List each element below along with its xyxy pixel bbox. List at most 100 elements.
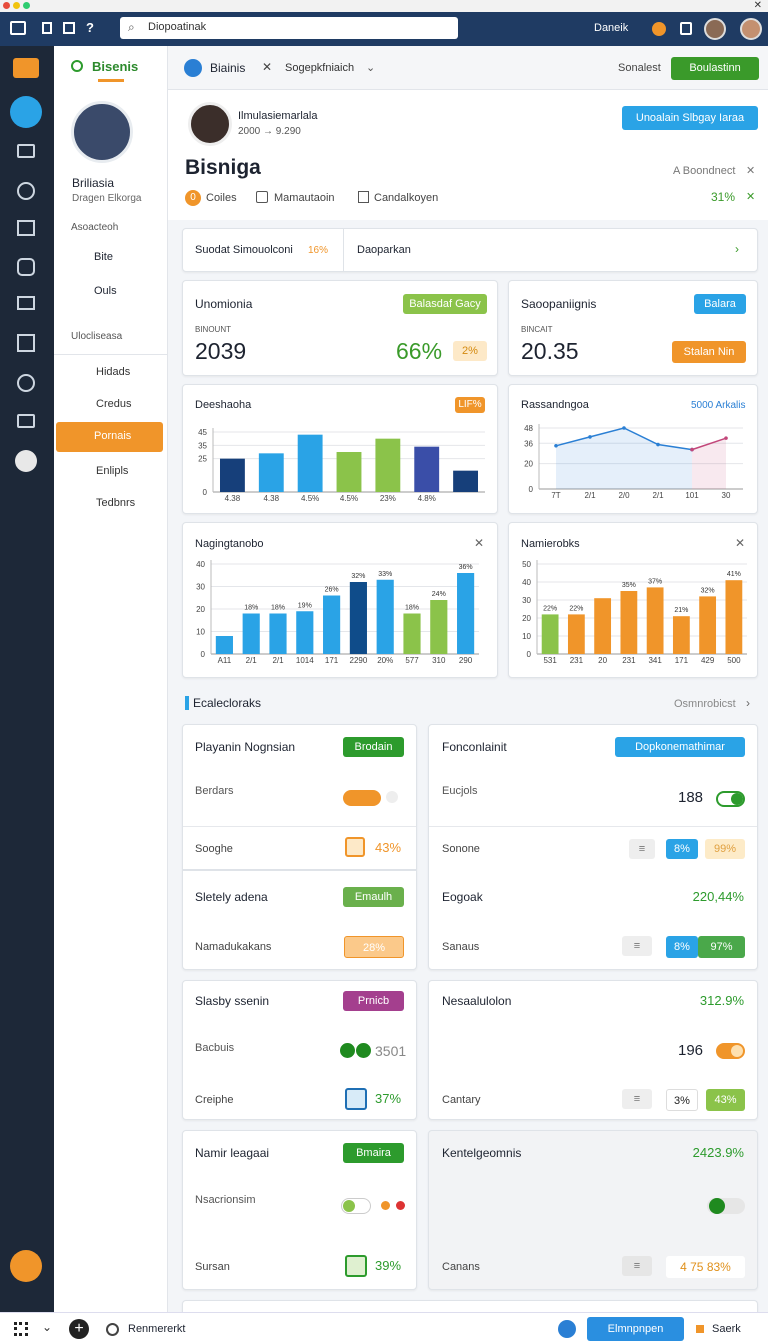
avatar[interactable] [704,18,726,40]
breadcrumb[interactable]: Sogepkfniaich [285,62,355,74]
notification-icon[interactable] [558,1320,576,1338]
rail-icon[interactable] [17,144,35,158]
close[interactable]: ✕ [746,191,756,203]
card-title: Namir leagaai [195,1146,270,1160]
toggle[interactable] [707,1198,745,1214]
close[interactable]: ✕ [474,536,485,550]
taskbar-label[interactable]: Renmererkt [128,1323,186,1335]
slider-knob[interactable] [386,791,398,803]
nav-item[interactable]: Ouls [94,285,117,297]
primary-button[interactable]: Boulastinn [671,57,759,80]
taskbar-button[interactable]: Elmnpnpen [587,1317,684,1341]
row-value: 37% [375,1091,402,1106]
brand-underline [98,79,124,82]
apps-icon[interactable] [14,1322,28,1336]
nav-item-active[interactable]: Pornais [56,422,163,452]
bar [297,434,323,492]
search-box[interactable]: ⌕ Diopoatinak [120,17,458,39]
checkbox[interactable] [358,191,369,203]
status-dot [340,1043,355,1058]
chevron[interactable]: ⌄ [42,1320,53,1334]
close[interactable]: ✕ [735,536,746,550]
toggle[interactable] [716,791,745,807]
status-dot [356,1043,371,1058]
x-tick-label: 4.5% [340,494,358,503]
rail-icon[interactable] [17,258,35,276]
button-label: Boulastinn [689,62,741,74]
x-tick-label: 171 [675,656,689,665]
user-name[interactable]: Daneik [594,22,629,34]
help-icon[interactable]: ? [86,20,94,35]
value-label: 19% [298,602,312,609]
nav-item[interactable]: Hidads [96,366,131,378]
chip-icon[interactable]: ≡ [622,1256,652,1276]
bar [376,579,394,654]
checkbox[interactable] [256,191,268,203]
y-tick-label: 0 [201,650,206,659]
avatar[interactable] [740,18,762,40]
toggle[interactable] [716,1043,745,1059]
rail-icon[interactable] [17,182,35,200]
subtab[interactable]: Daoparkan [357,244,411,256]
filter[interactable]: Mamautaoin [274,192,335,204]
divider [54,354,168,355]
toggle[interactable] [341,1198,371,1214]
card-title: Kentelgeomnis [442,1146,522,1160]
search[interactable]: Sonalest [618,62,661,74]
search-text: Diopoatinak [148,21,207,33]
page-title: Bisniga [185,156,261,179]
chevron[interactable]: › [735,242,739,256]
point [622,426,626,430]
rail-active[interactable] [10,96,42,128]
chip-icon[interactable]: ≡ [629,839,655,859]
stat-badge: Balasdaf Gacy [403,294,487,314]
section-link[interactable]: Osmnrobicst [674,698,736,710]
taskbar: ⌄ + Renmererkt Elmnpnpen Saerk [0,1312,768,1344]
filter[interactable]: Coiles [206,192,237,204]
filter[interactable]: Candalkoyen [374,192,439,204]
add-button[interactable]: + [69,1319,89,1339]
slider[interactable] [343,790,381,806]
chevron[interactable]: ⌄ [366,62,376,74]
x-tick-label: 2/0 [618,491,630,500]
x-tick-label: 101 [685,491,699,500]
rail-icon[interactable] [17,334,35,352]
nav-item[interactable]: Tedbnrs [96,497,136,509]
card-title: Eogoak [442,890,483,904]
icon[interactable] [42,22,52,34]
action-button[interactable]: Unoalain Slbgay Iaraa [622,106,758,130]
icon[interactable] [680,22,692,35]
rail-icon[interactable] [17,296,35,310]
close[interactable]: ✕ [746,165,756,177]
value-label: 24% [432,591,446,598]
chip: 8% [666,839,698,859]
rail-icon[interactable] [17,414,35,428]
x-tick-label: 4.8% [418,494,436,503]
window-bar: ✕ [0,0,768,12]
tab-close[interactable]: ✕ [262,60,273,74]
card-badge: Brodain [343,737,404,757]
rail-icon[interactable] [17,374,35,392]
nav-item[interactable]: Credus [96,398,132,410]
subtab-active[interactable]: Suodat Simouolconi 16% [183,229,344,271]
taskbar-search[interactable]: Saerk [712,1323,741,1335]
rail-action[interactable] [10,1250,42,1282]
chevron[interactable]: › [746,696,750,710]
headline: 220,44% [692,889,744,904]
rail-avatar[interactable] [15,450,37,472]
stat-card: Unomionia Balasdaf Gacy BINOUNT 2039 66%… [182,280,498,376]
chip: 8% [666,936,698,958]
rail-icon[interactable] [17,220,35,236]
chip-icon[interactable]: ≡ [622,1089,652,1109]
chip-icon[interactable]: ≡ [622,936,652,956]
connect[interactable]: A Boondnect [673,165,736,177]
tab[interactable]: Biainis [210,61,246,75]
y-tick-label: 0 [203,488,208,497]
icon[interactable] [63,22,75,34]
nav-item[interactable]: Bite [94,251,113,263]
icon[interactable] [652,22,666,36]
nav-item[interactable]: Enlipls [96,465,129,477]
point [656,442,660,447]
close[interactable]: ✕ [753,0,762,11]
y-tick-label: 40 [522,578,531,587]
